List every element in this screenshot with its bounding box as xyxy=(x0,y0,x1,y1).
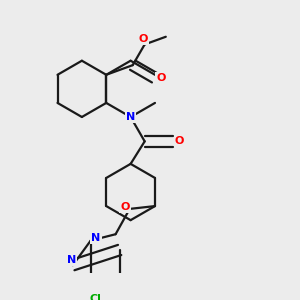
Text: O: O xyxy=(121,202,130,212)
Text: O: O xyxy=(139,34,148,44)
Text: N: N xyxy=(92,233,101,243)
Text: N: N xyxy=(67,255,76,265)
Text: O: O xyxy=(156,73,166,83)
Text: Cl: Cl xyxy=(90,294,101,300)
Text: O: O xyxy=(175,136,184,146)
Text: N: N xyxy=(126,112,135,122)
